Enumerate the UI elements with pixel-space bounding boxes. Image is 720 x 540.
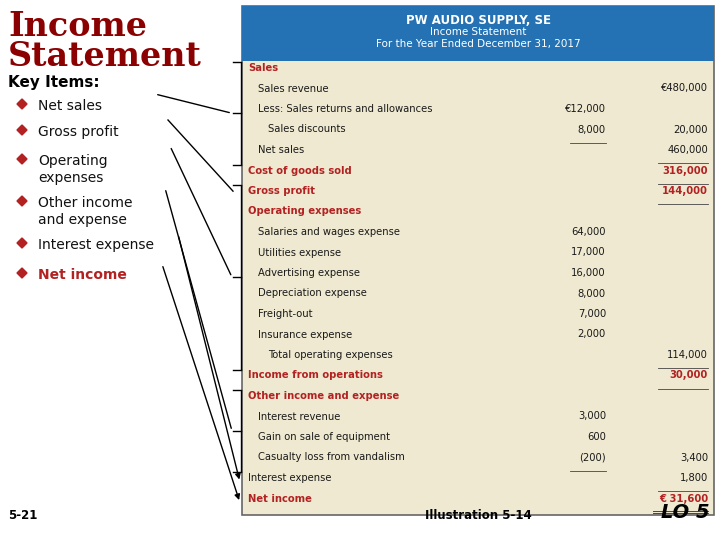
Text: 7,000: 7,000 bbox=[577, 309, 606, 319]
Text: 16,000: 16,000 bbox=[572, 268, 606, 278]
Text: Utilities expense: Utilities expense bbox=[258, 247, 341, 258]
Text: Gain on sale of equipment: Gain on sale of equipment bbox=[258, 432, 390, 442]
Text: Interest revenue: Interest revenue bbox=[258, 411, 341, 422]
Text: Net income: Net income bbox=[248, 494, 312, 503]
Text: 3,000: 3,000 bbox=[578, 411, 606, 422]
Text: Gross profit: Gross profit bbox=[38, 125, 119, 139]
Text: Sales: Sales bbox=[248, 63, 278, 73]
Text: Income from operations: Income from operations bbox=[248, 370, 383, 381]
Polygon shape bbox=[17, 99, 27, 109]
Text: Sales discounts: Sales discounts bbox=[268, 125, 346, 134]
Text: 316,000: 316,000 bbox=[662, 165, 708, 176]
Text: LO 5: LO 5 bbox=[662, 503, 710, 522]
Text: Advertising expense: Advertising expense bbox=[258, 268, 360, 278]
Text: 3,400: 3,400 bbox=[680, 453, 708, 462]
FancyBboxPatch shape bbox=[242, 6, 714, 515]
Text: Net income: Net income bbox=[38, 268, 127, 282]
Text: Income: Income bbox=[8, 10, 147, 43]
Text: 144,000: 144,000 bbox=[662, 186, 708, 196]
Text: 30,000: 30,000 bbox=[670, 370, 708, 381]
Text: Statement: Statement bbox=[8, 40, 202, 73]
FancyBboxPatch shape bbox=[242, 6, 714, 61]
Text: Insurance expense: Insurance expense bbox=[258, 329, 352, 340]
Text: Interest expense: Interest expense bbox=[248, 473, 331, 483]
Text: 8,000: 8,000 bbox=[578, 288, 606, 299]
Text: Key Items:: Key Items: bbox=[8, 75, 99, 90]
Polygon shape bbox=[17, 154, 27, 164]
Text: Other income
and expense: Other income and expense bbox=[38, 196, 132, 227]
Text: Gross profit: Gross profit bbox=[248, 186, 315, 196]
Text: 64,000: 64,000 bbox=[572, 227, 606, 237]
Text: €480,000: €480,000 bbox=[661, 84, 708, 93]
Text: Income Statement: Income Statement bbox=[430, 27, 526, 37]
Text: Illustration 5-14: Illustration 5-14 bbox=[425, 509, 531, 522]
Text: Operating
expenses: Operating expenses bbox=[38, 154, 107, 185]
Polygon shape bbox=[17, 125, 27, 135]
Text: Interest expense: Interest expense bbox=[38, 238, 154, 252]
Text: Casualty loss from vandalism: Casualty loss from vandalism bbox=[258, 453, 405, 462]
Text: 1,800: 1,800 bbox=[680, 473, 708, 483]
Text: Net sales: Net sales bbox=[258, 145, 305, 155]
Text: 2,000: 2,000 bbox=[577, 329, 606, 340]
Text: €12,000: €12,000 bbox=[565, 104, 606, 114]
Text: Less: Sales returns and allowances: Less: Sales returns and allowances bbox=[258, 104, 433, 114]
Text: 600: 600 bbox=[587, 432, 606, 442]
Text: Cost of goods sold: Cost of goods sold bbox=[248, 165, 352, 176]
Text: Freight-out: Freight-out bbox=[258, 309, 312, 319]
Text: 114,000: 114,000 bbox=[667, 350, 708, 360]
Text: 460,000: 460,000 bbox=[667, 145, 708, 155]
Polygon shape bbox=[17, 238, 27, 248]
Polygon shape bbox=[17, 268, 27, 278]
Text: Operating expenses: Operating expenses bbox=[248, 206, 361, 217]
Text: Total operating expenses: Total operating expenses bbox=[268, 350, 392, 360]
Text: 8,000: 8,000 bbox=[578, 125, 606, 134]
Text: Depreciation expense: Depreciation expense bbox=[258, 288, 367, 299]
Polygon shape bbox=[17, 196, 27, 206]
Text: For the Year Ended December 31, 2017: For the Year Ended December 31, 2017 bbox=[376, 39, 580, 49]
Text: 5-21: 5-21 bbox=[8, 509, 37, 522]
Text: € 31,600: € 31,600 bbox=[659, 494, 708, 503]
Text: Salaries and wages expense: Salaries and wages expense bbox=[258, 227, 400, 237]
Text: Net sales: Net sales bbox=[38, 99, 102, 113]
Text: (200): (200) bbox=[580, 453, 606, 462]
Text: Other income and expense: Other income and expense bbox=[248, 391, 400, 401]
Text: PW AUDIO SUPPLY, SE: PW AUDIO SUPPLY, SE bbox=[405, 14, 551, 27]
Text: 20,000: 20,000 bbox=[673, 125, 708, 134]
Text: Sales revenue: Sales revenue bbox=[258, 84, 328, 93]
Text: 17,000: 17,000 bbox=[572, 247, 606, 258]
